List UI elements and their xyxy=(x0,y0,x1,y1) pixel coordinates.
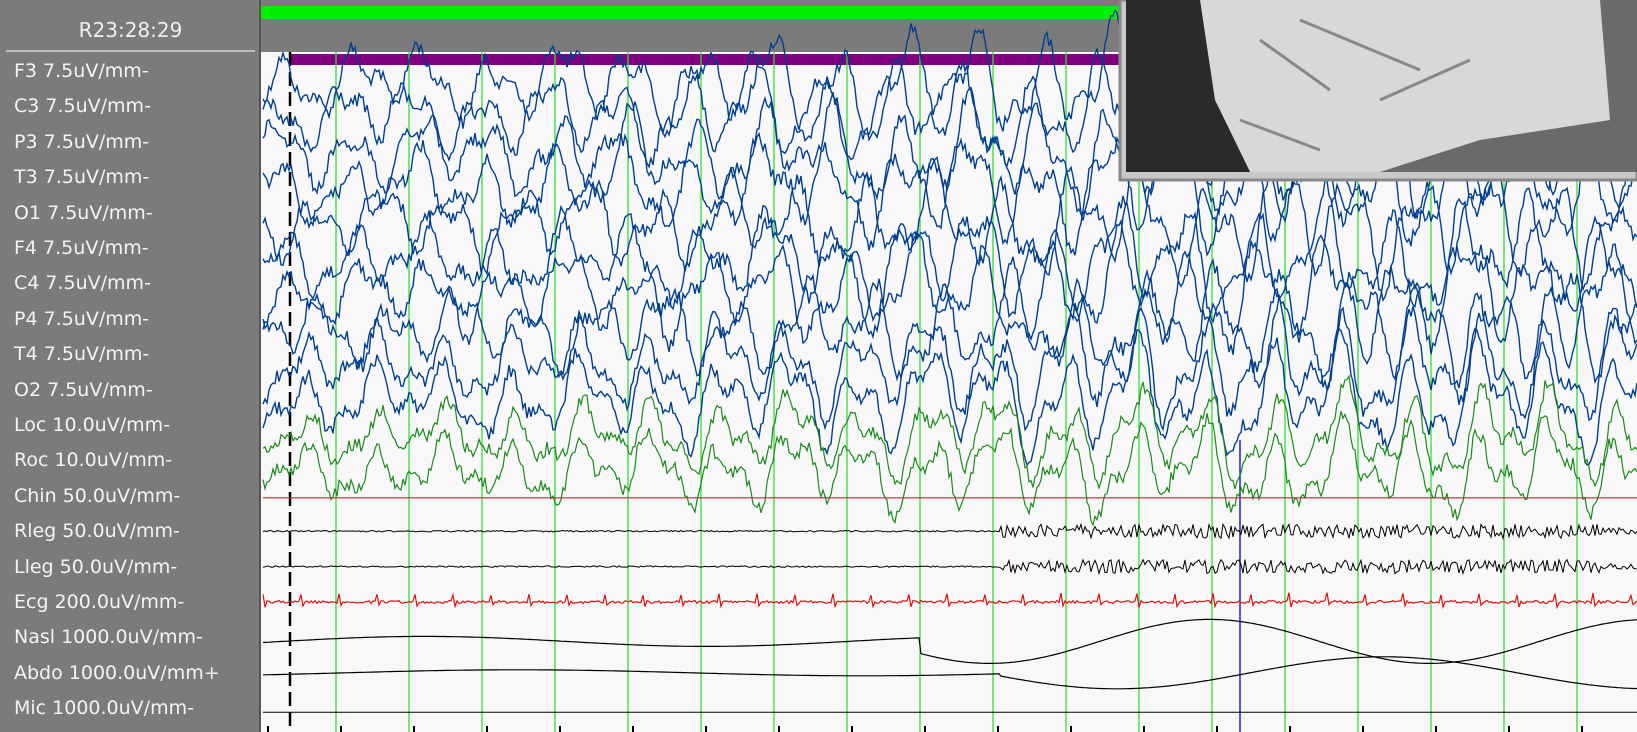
epoch-bar xyxy=(261,6,1121,19)
channel-label: Lleg 50.0uV/mm- xyxy=(14,557,177,577)
channel-label: P4 7.5uV/mm- xyxy=(14,309,149,329)
channel-panel: R23:28:29 F3 7.5uV/mm- C3 7.5uV/mm- P3 7.5… xyxy=(0,0,261,732)
channel-label: O1 7.5uV/mm- xyxy=(14,203,153,223)
channel-label: C3 7.5uV/mm- xyxy=(14,96,151,116)
channel-label: C4 7.5uV/mm- xyxy=(14,273,151,293)
channel-label: Rleg 50.0uV/mm- xyxy=(14,521,180,541)
eeg-viewer: R23:28:29 F3 7.5uV/mm- C3 7.5uV/mm- P3 7.5… xyxy=(0,0,1637,732)
channel-label: P3 7.5uV/mm- xyxy=(14,132,149,152)
channel-label: F4 7.5uV/mm- xyxy=(14,238,149,258)
channel-label: T4 7.5uV/mm- xyxy=(14,344,149,364)
channel-label: T3 7.5uV/mm- xyxy=(14,167,149,187)
channel-label: Chin 50.0uV/mm- xyxy=(14,486,180,506)
channel-label: Nasl 1000.0uV/mm- xyxy=(14,627,203,647)
time-label: R23:28:29 xyxy=(6,6,255,52)
channel-label: Loc 10.0uV/mm- xyxy=(14,415,170,435)
channel-label: Ecg 200.0uV/mm- xyxy=(14,592,184,612)
channel-label: F3 7.5uV/mm- xyxy=(14,61,149,81)
channel-label: O2 7.5uV/mm- xyxy=(14,380,153,400)
channel-label: Mic 1000.0uV/mm- xyxy=(14,698,194,718)
channel-label: Roc 10.0uV/mm- xyxy=(14,450,172,470)
event-bar xyxy=(291,54,1121,65)
channel-label: Abdo 1000.0uV/mm+ xyxy=(14,663,220,683)
